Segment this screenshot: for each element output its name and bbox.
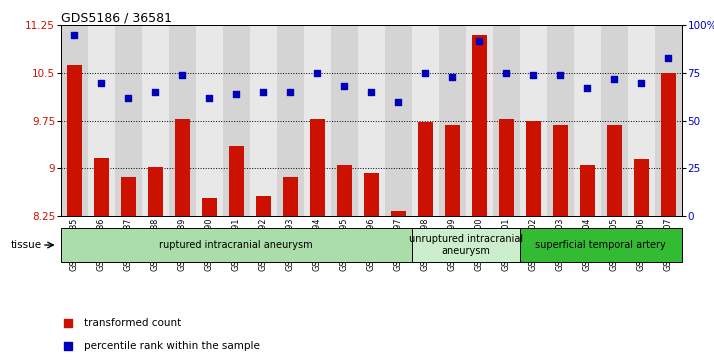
Bar xyxy=(607,125,622,216)
Point xyxy=(393,99,404,105)
FancyBboxPatch shape xyxy=(412,228,520,262)
Point xyxy=(258,89,269,95)
Point xyxy=(96,80,107,86)
Bar xyxy=(445,125,460,216)
Bar xyxy=(277,25,303,216)
Point xyxy=(176,72,188,78)
Point xyxy=(366,89,377,95)
Point xyxy=(582,85,593,91)
Bar xyxy=(439,25,466,216)
Bar xyxy=(175,119,190,216)
Bar xyxy=(634,159,649,216)
Bar xyxy=(547,25,574,216)
Bar xyxy=(303,25,331,216)
Point xyxy=(473,38,485,44)
Bar xyxy=(88,25,115,216)
Bar xyxy=(493,25,520,216)
Point xyxy=(285,89,296,95)
Bar xyxy=(169,25,196,216)
Bar xyxy=(250,25,277,216)
Bar xyxy=(256,196,271,216)
Bar xyxy=(385,25,412,216)
Bar xyxy=(310,119,325,216)
Bar xyxy=(94,158,109,216)
Text: GDS5186 / 36581: GDS5186 / 36581 xyxy=(61,11,171,24)
Bar xyxy=(418,122,433,216)
Bar xyxy=(202,197,216,216)
Point xyxy=(69,32,80,38)
Text: superficial temporal artery: superficial temporal artery xyxy=(536,240,666,250)
Bar xyxy=(580,165,595,216)
Bar xyxy=(196,25,223,216)
Point xyxy=(663,55,674,61)
Text: percentile rank within the sample: percentile rank within the sample xyxy=(84,341,260,351)
Point xyxy=(446,74,458,80)
Bar xyxy=(358,25,385,216)
Bar xyxy=(499,119,514,216)
Bar xyxy=(553,125,568,216)
Bar xyxy=(574,25,601,216)
Text: unruptured intracranial
aneurysm: unruptured intracranial aneurysm xyxy=(408,234,523,256)
Bar xyxy=(628,25,655,216)
Bar xyxy=(364,174,378,216)
Point xyxy=(555,72,566,78)
Point xyxy=(123,95,134,101)
Text: ruptured intracranial aneurysm: ruptured intracranial aneurysm xyxy=(159,240,313,250)
Bar xyxy=(337,164,352,216)
Bar xyxy=(228,146,243,216)
Bar xyxy=(661,73,675,216)
FancyBboxPatch shape xyxy=(520,228,682,262)
Bar xyxy=(520,25,547,216)
Text: transformed count: transformed count xyxy=(84,318,181,328)
Point xyxy=(203,95,215,101)
Bar xyxy=(331,25,358,216)
Bar xyxy=(223,25,250,216)
Point xyxy=(338,83,350,89)
Bar xyxy=(148,167,163,216)
Point xyxy=(62,320,74,326)
Point xyxy=(231,91,242,97)
Point xyxy=(635,80,647,86)
Point xyxy=(149,89,161,95)
Bar xyxy=(412,25,439,216)
Point xyxy=(311,70,323,76)
Bar xyxy=(655,25,682,216)
Bar xyxy=(391,211,406,216)
Text: tissue: tissue xyxy=(11,240,42,250)
Point xyxy=(528,72,539,78)
Point xyxy=(608,76,620,82)
Bar xyxy=(472,35,487,216)
Bar xyxy=(466,25,493,216)
FancyBboxPatch shape xyxy=(61,228,412,262)
Bar xyxy=(601,25,628,216)
Point xyxy=(501,70,512,76)
Bar xyxy=(283,177,298,216)
Bar xyxy=(115,25,141,216)
Bar xyxy=(121,177,136,216)
Bar xyxy=(67,65,81,216)
Point xyxy=(62,343,74,349)
Point xyxy=(420,70,431,76)
Bar xyxy=(526,121,540,216)
Bar xyxy=(61,25,88,216)
Bar xyxy=(141,25,169,216)
